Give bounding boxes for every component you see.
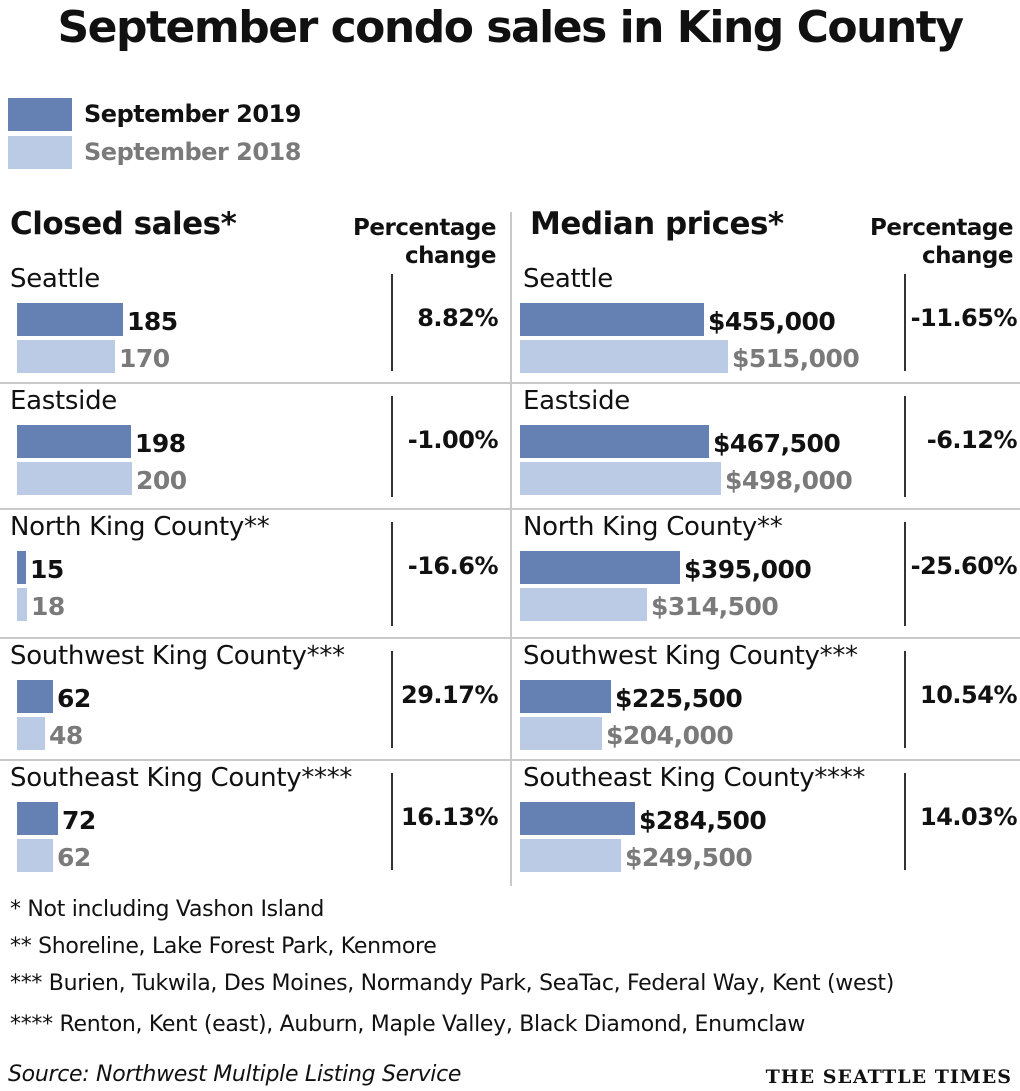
sales-bar-2019 bbox=[17, 680, 53, 713]
prices-pct-divider bbox=[904, 522, 906, 626]
sales-row-separator bbox=[0, 508, 510, 510]
footnote-2: ** Shoreline, Lake Forest Park, Kenmore bbox=[10, 934, 437, 959]
sales-bar-2019 bbox=[17, 303, 123, 336]
prices-bar-2018 bbox=[520, 462, 721, 495]
prices-region-label: North King County** bbox=[523, 512, 783, 542]
prices-bar-2018 bbox=[520, 588, 647, 621]
prices-row-separator bbox=[512, 759, 1020, 761]
sales-bar-2018 bbox=[17, 839, 53, 872]
sales-bar-2019 bbox=[17, 551, 26, 584]
legend-swatch-2019 bbox=[8, 98, 72, 131]
sales-row-separator bbox=[0, 637, 510, 639]
prices-value-label-2018: $204,000 bbox=[606, 721, 734, 750]
sales-region-label: Southeast King County**** bbox=[10, 763, 353, 793]
prices-value-label-2019: $455,000 bbox=[708, 307, 836, 336]
sales-value-label-2019: 185 bbox=[127, 307, 178, 336]
sales-region-label: Eastside bbox=[10, 386, 117, 416]
sales-bar-2018 bbox=[17, 717, 45, 750]
sales-value-label-2019: 198 bbox=[135, 429, 186, 458]
sales-bar-2019 bbox=[17, 425, 131, 458]
prices-bar-2019 bbox=[520, 680, 611, 713]
prices-bar-2019 bbox=[520, 802, 635, 835]
sales-pct-heading-line2: change bbox=[405, 243, 496, 269]
prices-pct-heading: Percentage change bbox=[863, 214, 1013, 270]
prices-value-label-2019: $395,000 bbox=[684, 555, 812, 584]
prices-value-label-2018: $515,000 bbox=[732, 344, 860, 373]
prices-bar-2018 bbox=[520, 839, 621, 872]
prices-row-separator bbox=[512, 637, 1020, 639]
prices-row-separator bbox=[512, 382, 1020, 384]
prices-pct-divider bbox=[904, 651, 906, 748]
prices-value-label-2019: $467,500 bbox=[713, 429, 841, 458]
closed-sales-heading: Closed sales* bbox=[10, 206, 237, 242]
brand-logo: THE SEATTLE TIMES bbox=[765, 1066, 1012, 1088]
sales-region-label: Seattle bbox=[10, 264, 100, 294]
prices-pct-change: -25.60% bbox=[910, 552, 1018, 580]
sales-value-label-2018: 62 bbox=[57, 843, 91, 872]
prices-value-label-2018: $314,500 bbox=[651, 592, 779, 621]
legend-label-2018: September 2018 bbox=[84, 138, 301, 166]
prices-value-label-2019: $225,500 bbox=[615, 684, 743, 713]
prices-pct-change: 14.03% bbox=[920, 803, 1017, 831]
sales-region-label: North King County** bbox=[10, 512, 270, 542]
sales-pct-change: -16.6% bbox=[407, 552, 499, 580]
prices-pct-divider bbox=[904, 396, 906, 497]
prices-bar-2019 bbox=[520, 303, 704, 336]
sales-region-label: Southwest King County*** bbox=[10, 641, 345, 671]
legend-swatch-2018 bbox=[8, 136, 72, 169]
sales-bar-2019 bbox=[17, 802, 58, 835]
legend-label-2019: September 2019 bbox=[84, 100, 301, 128]
prices-region-label: Seattle bbox=[523, 264, 613, 294]
chart-title: September condo sales in King County bbox=[57, 2, 964, 53]
sales-pct-heading: Percentage change bbox=[346, 214, 496, 270]
sales-value-label-2018: 48 bbox=[49, 721, 83, 750]
footnote-4: **** Renton, Kent (east), Auburn, Maple … bbox=[10, 1012, 806, 1037]
prices-region-label: Southwest King County*** bbox=[523, 641, 858, 671]
source-note: Source: Northwest Multiple Listing Servi… bbox=[8, 1062, 462, 1087]
sales-bar-2018 bbox=[17, 588, 27, 621]
sales-value-label-2018: 18 bbox=[31, 592, 65, 621]
sales-pct-divider bbox=[391, 274, 393, 371]
footnote-3: *** Burien, Tukwila, Des Moines, Normand… bbox=[10, 971, 894, 996]
sales-pct-divider bbox=[391, 651, 393, 748]
prices-pct-divider bbox=[904, 274, 906, 371]
prices-bar-2018 bbox=[520, 717, 602, 750]
footnote-1: * Not including Vashon Island bbox=[10, 897, 325, 922]
sales-value-label-2018: 200 bbox=[136, 466, 187, 495]
prices-value-label-2018: $249,500 bbox=[625, 843, 753, 872]
sales-pct-heading-line1: Percentage bbox=[353, 215, 496, 241]
sales-bar-2018 bbox=[17, 340, 115, 373]
prices-bar-2018 bbox=[520, 340, 728, 373]
prices-pct-change: 10.54% bbox=[920, 681, 1017, 709]
prices-value-label-2019: $284,500 bbox=[639, 806, 767, 835]
sales-pct-divider bbox=[391, 773, 393, 870]
panel-divider bbox=[510, 212, 512, 886]
sales-value-label-2019: 72 bbox=[62, 806, 96, 835]
sales-bar-2018 bbox=[17, 462, 132, 495]
prices-pct-change: -6.12% bbox=[926, 426, 1018, 454]
sales-pct-divider bbox=[391, 396, 393, 497]
prices-region-label: Eastside bbox=[523, 386, 630, 416]
median-prices-heading: Median prices* bbox=[530, 206, 784, 242]
prices-bar-2019 bbox=[520, 425, 709, 458]
prices-region-label: Southeast King County**** bbox=[523, 763, 866, 793]
sales-value-label-2019: 62 bbox=[57, 684, 91, 713]
prices-pct-heading-line2: change bbox=[922, 243, 1013, 269]
prices-pct-change: -11.65% bbox=[910, 304, 1018, 332]
sales-value-label-2018: 170 bbox=[119, 344, 170, 373]
sales-pct-change: -1.00% bbox=[407, 426, 499, 454]
sales-row-separator bbox=[0, 759, 510, 761]
prices-row-separator bbox=[512, 508, 1020, 510]
sales-pct-change: 29.17% bbox=[401, 681, 498, 709]
sales-pct-change: 16.13% bbox=[401, 803, 498, 831]
sales-row-separator bbox=[0, 382, 510, 384]
prices-pct-divider bbox=[904, 773, 906, 870]
sales-pct-change: 8.82% bbox=[417, 304, 498, 332]
prices-pct-heading-line1: Percentage bbox=[870, 215, 1013, 241]
sales-pct-divider bbox=[391, 522, 393, 626]
prices-value-label-2018: $498,000 bbox=[725, 466, 853, 495]
prices-bar-2019 bbox=[520, 551, 680, 584]
sales-value-label-2019: 15 bbox=[30, 555, 64, 584]
